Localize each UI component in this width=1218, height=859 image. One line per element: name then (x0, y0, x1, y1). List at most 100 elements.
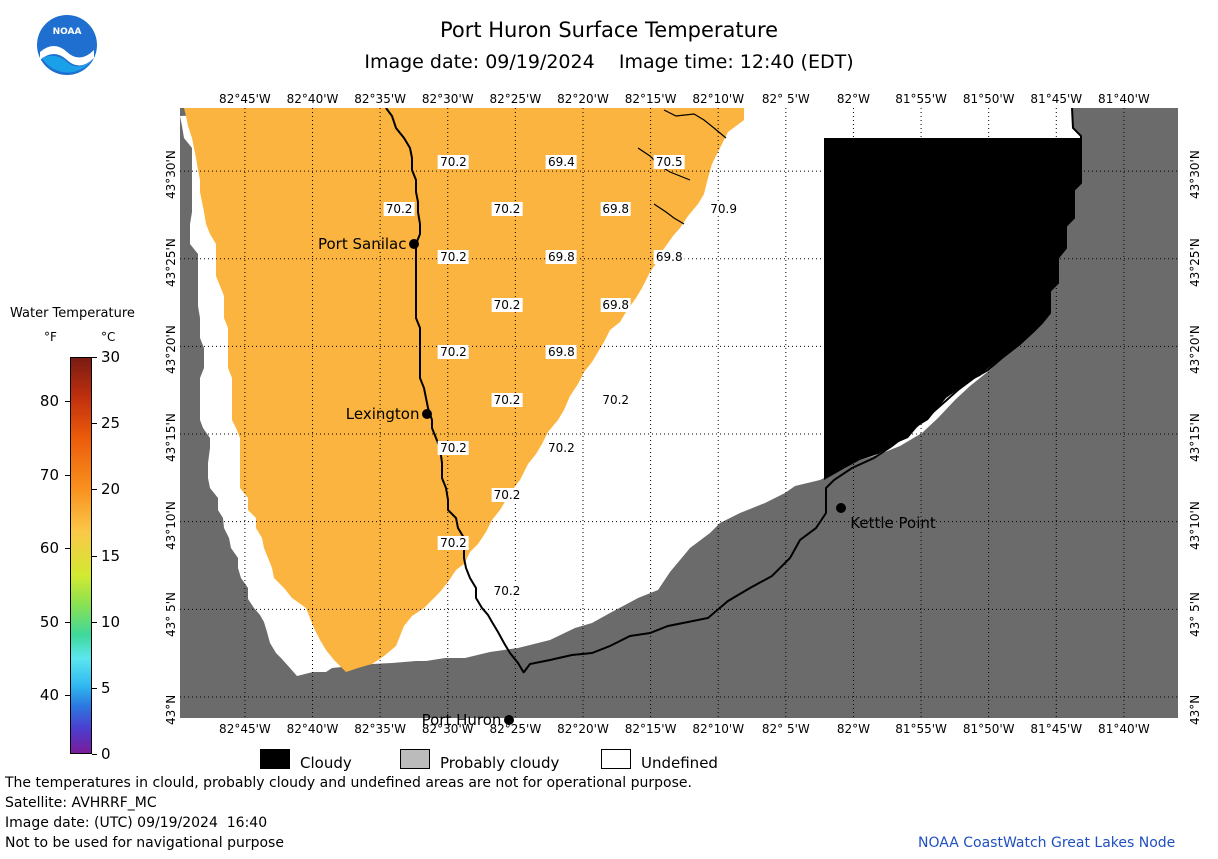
celsius-tick-label: 0 (101, 745, 111, 763)
fahrenheit-tick-mark (65, 695, 70, 697)
longitude-label-bottom: 82°40'W (286, 722, 339, 736)
latitude-label-right: 43°25'N (1188, 237, 1202, 287)
longitude-label-bottom: 81°55'W (895, 722, 947, 736)
michigan-shoreline (385, 107, 525, 674)
longitude-label-bottom: 81°50'W (962, 722, 1015, 736)
utc-date-text: Image date: (UTC) 09/19/2024 16:40 (5, 815, 268, 831)
longitude-label-top: 82°30'W (421, 92, 474, 106)
longitude-label-bottom: 82° 5'W (761, 722, 810, 736)
fahrenheit-tick-label: 50 (39, 612, 59, 631)
latitude-label-left: 43°25'N (164, 237, 178, 287)
latitude-label-left: 43°10'N (164, 500, 178, 550)
celsius-tick-label: 30 (101, 348, 121, 366)
longitude-label-top: 81°45'W (1030, 92, 1083, 106)
longitude-label-top: 82°35'W (354, 92, 406, 106)
undefined-key-label: Undefined (641, 754, 718, 772)
temperature-value: 70.2 (438, 154, 469, 169)
longitude-label-bottom: 82°20'W (557, 722, 609, 736)
legend-title: Water Temperature (10, 306, 135, 321)
cloudy-key-swatch (260, 749, 290, 769)
temperature-value: 69.8 (545, 345, 577, 359)
place-label: Lexington (345, 405, 420, 424)
temperature-value: 70.2 (438, 250, 469, 265)
latitude-label-left: 43°N (164, 694, 178, 725)
temperature-value: 70.2 (491, 583, 523, 598)
temperature-value: 70.2 (438, 345, 469, 359)
latitude-label-right: 43°N (1188, 694, 1202, 725)
longitude-label-top: 81°40'W (1098, 92, 1150, 106)
celsius-tick-mark (92, 754, 97, 755)
credit-link[interactable]: NOAA CoastWatch Great Lakes Node (918, 835, 1176, 851)
longitude-label-top: 82°45'W (219, 92, 271, 106)
temperature-colorbar (70, 357, 92, 754)
longitude-label-bottom: 82°25'W (489, 722, 542, 736)
longitude-label-top: 81°50'W (962, 92, 1015, 106)
longitude-label-top: 82°40'W (286, 92, 339, 106)
longitude-label-bottom: 82°15'W (624, 722, 677, 736)
shoreline-line (653, 203, 685, 225)
longitude-label-top: 82°15'W (624, 92, 677, 106)
latitude-label-right: 43°30'N (1188, 150, 1202, 200)
longitude-label-top: 81°55'W (895, 92, 947, 106)
celsius-tick-label: 5 (101, 678, 111, 697)
probably-cloudy-key-label: Probably cloudy (440, 754, 560, 772)
latitude-label-right: 43°15'N (1188, 413, 1202, 463)
fahrenheit-tick-label: 40 (39, 686, 59, 705)
temperature-value: 70.2 (545, 440, 577, 455)
temperature-value: 70.2 (491, 297, 523, 312)
latitude-label-left: 43°15'N (164, 413, 178, 463)
temperature-value: 70.2 (491, 488, 523, 503)
celsius-tick-label: 10 (101, 612, 121, 631)
celsius-tick-mark (92, 687, 97, 689)
longitude-label-top: 82°W (836, 92, 871, 106)
place-marker-icon (409, 238, 420, 249)
longitude-label-top: 82°10'W (692, 92, 745, 106)
temperature-value: 70.2 (491, 201, 523, 216)
probably-cloudy-key-swatch (400, 749, 430, 769)
temperature-value: 70.2 (383, 201, 415, 216)
celsius-tick-label: 25 (101, 414, 121, 433)
latitude-label-left: 43°20'N (164, 325, 178, 375)
graticule (180, 108, 1178, 718)
latitude-label-right: 43° 5'N (1188, 592, 1202, 638)
longitude-label-bottom: 82°45'W (219, 722, 271, 736)
cloudy-key-label: Cloudy (300, 754, 352, 772)
fahrenheit-tick-label: 80 (39, 392, 59, 411)
celsius-tick-label: 15 (101, 546, 121, 565)
place-marker-icon (422, 409, 433, 420)
place-label: Port Huron (421, 711, 502, 730)
temperature-value: 69.8 (545, 250, 577, 265)
longitude-label-top: 82°20'W (557, 92, 609, 106)
shoreline-line (663, 109, 727, 139)
fahrenheit-tick-mark (65, 474, 70, 476)
noaa-logo-icon: NOAA (36, 14, 98, 76)
celsius-tick-mark (92, 423, 97, 425)
disclaimer-text: The temperatures in clould, probably clo… (5, 775, 692, 791)
satellite-text: Satellite: AVHRRF_MC (5, 795, 157, 811)
celsius-tick-mark (92, 555, 97, 557)
cloudy-area (824, 138, 1081, 480)
temperature-value: 70.2 (438, 440, 469, 455)
logo-text: NOAA (53, 27, 82, 37)
ontario-shoreline (523, 107, 1082, 673)
longitude-label-top: 82°25'W (489, 92, 542, 106)
map-panel (180, 107, 1178, 718)
fahrenheit-tick-label: 70 (39, 465, 59, 484)
latitude-label-left: 43°30'N (164, 150, 178, 200)
celsius-tick-label: 20 (101, 480, 121, 499)
navigation-warning: Not to be used for navigational purpose (5, 835, 284, 851)
longitude-label-bottom: 82°10'W (692, 722, 745, 736)
longitude-label-top: 82° 5'W (761, 92, 810, 106)
longitude-label-bottom: 81°40'W (1098, 722, 1150, 736)
latitude-label-left: 43° 5'N (164, 592, 178, 638)
legend-unit-fahrenheit: °F (44, 330, 57, 344)
celsius-tick-mark (92, 621, 97, 623)
water-temperature-area (184, 108, 744, 672)
temperature-value: 70.2 (600, 393, 632, 408)
legend-unit-celsius: °C (101, 330, 116, 344)
temperature-value: 70.2 (438, 536, 469, 551)
temperature-value: 69.8 (600, 297, 632, 312)
celsius-tick-mark (92, 357, 97, 358)
temperature-value: 69.4 (545, 154, 577, 169)
fahrenheit-tick-label: 60 (39, 539, 59, 558)
